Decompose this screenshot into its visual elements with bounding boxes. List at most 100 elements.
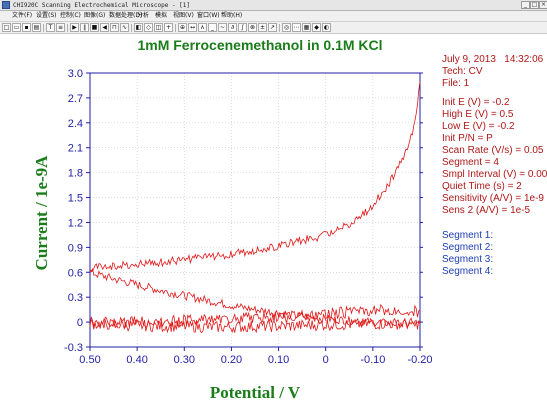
info-date-value: July 9, 2013 (442, 54, 496, 65)
info-param: Low E (V) = -0.2 (442, 121, 515, 132)
open-icon[interactable]: ▭ (12, 23, 21, 32)
minimize-button[interactable]: _ (521, 1, 530, 9)
info-param: Scan Rate (V/s) = 0.05 (442, 145, 544, 156)
menu-control[interactable]: 控制(C) (60, 12, 81, 19)
probe-icon[interactable]: ◎ (282, 23, 291, 32)
maximize-button[interactable]: □ (530, 1, 539, 9)
info-date: July 9, 2013 14:32:06 (442, 54, 543, 66)
3d-icon[interactable]: ◆ (312, 23, 321, 32)
y-tick-label: 2.4 (68, 118, 83, 130)
x-tick-label: 0 (323, 354, 329, 366)
image-icon[interactable]: ▦ (302, 23, 311, 32)
info-segment: Segment 1: (442, 230, 494, 241)
app-icon (2, 1, 10, 9)
run-icon[interactable]: ▶ (70, 23, 79, 32)
math-icon[interactable]: ± (258, 23, 267, 32)
x-axis-label: Potential / V (209, 383, 301, 402)
toolbar: □ ▭ ▪ ▤ T ≡ ▶ ∥ ■ ◀ ⊓ ∿ ◧ ◇ ◫ + ⊕ ↔ ∧ _ ~ ∂ ∫ ⊗ ± ↗ ◎ ⋯ ▦ ◆ ◐ (0, 22, 547, 34)
menu-view[interactable]: 视图(V) (173, 12, 194, 19)
y-tick-label: 1.5 (68, 193, 83, 205)
menu-simulation[interactable]: 模拟 (155, 12, 168, 19)
close-button[interactable]: × (539, 1, 547, 9)
info-param: Quiet Time (s) = 2 (442, 181, 522, 192)
stop-icon[interactable]: ■ (90, 23, 99, 32)
info-param: Init E (V) = -0.2 (442, 97, 510, 108)
toolbar-separator (43, 24, 44, 32)
x-tick-label: -0.20 (407, 354, 432, 366)
ir-comp-icon[interactable]: ⊓ (110, 23, 119, 32)
toolbar-separator (67, 24, 68, 32)
info-file: File: 1 (442, 78, 470, 89)
y-tick-label: 1.2 (68, 217, 83, 229)
y-tick-label: 2.1 (68, 143, 83, 155)
cv-trace-segment-1 (89, 81, 421, 272)
title-bar: CHI920C Scanning Electrochemical Microsc… (0, 0, 547, 11)
y-tick-label: 0.3 (68, 292, 83, 304)
baseline-icon[interactable]: _ (208, 23, 217, 32)
menu-bar: 文件(F) 设置(S) 控制(C) 图像(G) 数据处理(D) 分析 模拟 视图… (0, 11, 547, 22)
info-time-value: 14:32:06 (504, 54, 544, 65)
reverse-icon[interactable]: ◀ (100, 23, 109, 32)
plot-title: 1mM Ferrocenemethanol in 0.1M KCl (137, 37, 383, 53)
new-icon[interactable]: □ (2, 23, 11, 32)
menu-data-processing[interactable]: 数据处理(D) (109, 12, 143, 19)
info-param: Smpl Interval (V) = 0.001 (442, 169, 547, 180)
peak-icon[interactable]: ∧ (198, 23, 207, 32)
color-icon[interactable]: ◐ (322, 23, 331, 32)
zoom-icon[interactable]: ⊕ (178, 23, 187, 32)
menu-graphics[interactable]: 图像(G) (84, 12, 106, 19)
info-param: Init P/N = P (442, 133, 493, 144)
y-tick-label: 3.0 (68, 68, 83, 80)
info-param: Segment = 4 (442, 157, 499, 168)
parameters-icon[interactable]: ≡ (56, 23, 65, 32)
x-tick-label: 0.50 (79, 354, 100, 366)
toolbar-separator (279, 24, 280, 32)
window-title: CHI920C Scanning Electrochemical Microsc… (13, 2, 191, 9)
info-segment: Segment 3: (442, 254, 494, 265)
y-tick-label: 2.7 (68, 93, 83, 105)
x-tick-label: 0.40 (126, 354, 147, 366)
cell-icon[interactable]: ◧ (134, 23, 143, 32)
menu-analysis[interactable]: 分析 (137, 12, 150, 19)
y-tick-label: 0 (77, 317, 83, 329)
print-icon[interactable]: ▤ (32, 23, 41, 32)
filter-icon[interactable]: ∿ (120, 23, 129, 32)
info-param: Sensitivity (A/V) = 1e-9 (442, 193, 544, 204)
menu-window[interactable]: 窗口(W) (197, 12, 220, 19)
cv-trace-segment-4 (89, 317, 421, 334)
y-tick-label: 1.8 (68, 168, 83, 180)
convolution-icon[interactable]: ⊗ (248, 23, 257, 32)
smooth-icon[interactable]: ~ (218, 23, 227, 32)
manual-icon[interactable]: ↔ (188, 23, 197, 32)
plot-frame (89, 72, 421, 348)
info-param: Sens 2 (A/V) = 1e-5 (442, 205, 531, 216)
info-segment: Segment 4: (442, 266, 494, 277)
save-icon[interactable]: ▪ (22, 23, 31, 32)
integrate-icon[interactable]: ∫ (238, 23, 247, 32)
pause-icon[interactable]: ∥ (80, 23, 89, 32)
fit-icon[interactable]: ↗ (268, 23, 277, 32)
x-tick-label: 0.10 (268, 354, 289, 366)
cv-trace-segment-2 (89, 267, 421, 330)
y-tick-label: 0.6 (68, 267, 83, 279)
overlay-icon[interactable]: ◫ (154, 23, 163, 32)
toolbar-separator (175, 24, 176, 32)
info-param: High E (V) = 0.5 (442, 109, 514, 120)
menu-help[interactable]: 帮助(H) (221, 12, 243, 19)
info-tech: Tech: CV (442, 66, 483, 77)
x-tick-label: 0.30 (174, 354, 195, 366)
derivative-icon[interactable]: ∂ (228, 23, 237, 32)
x-tick-label: -0.10 (360, 354, 385, 366)
graph-icon[interactable]: ◇ (144, 23, 153, 32)
technique-icon[interactable]: T (46, 23, 55, 32)
x-tick-label: 0.20 (221, 354, 242, 366)
menu-settings[interactable]: 设置(S) (36, 12, 57, 19)
y-tick-label: 0.9 (68, 242, 83, 254)
toolbar-separator (131, 24, 132, 32)
scan-icon[interactable]: ⋯ (292, 23, 301, 32)
add-icon[interactable]: + (164, 23, 173, 32)
menu-file[interactable]: 文件(F) (12, 12, 33, 19)
info-segment: Segment 2: (442, 242, 494, 253)
y-tick-label: -0.3 (64, 342, 83, 354)
